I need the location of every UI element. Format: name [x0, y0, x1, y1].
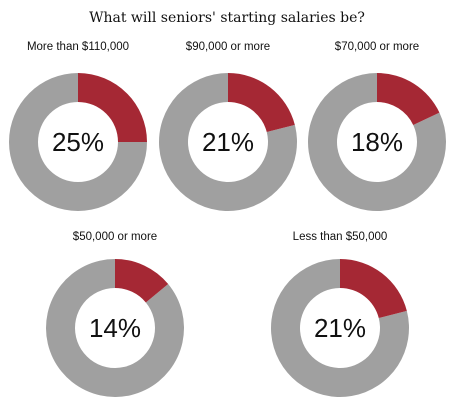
donut-value-arc: [78, 73, 147, 142]
donut-percent-label: 25%: [52, 127, 104, 157]
donut-category-label: More than $110,000: [27, 41, 129, 53]
donut-remainder-arc: [8, 73, 147, 211]
donut-remainder-arc: [308, 73, 447, 211]
donut-2: $90,000 or more 21%: [159, 41, 297, 211]
donut-percent-label: 21%: [314, 313, 366, 343]
donut-remainder-arc: [159, 73, 297, 211]
donut-category-label: $50,000 or more: [73, 231, 157, 243]
donut-value-arc: [340, 259, 407, 319]
donut-percent-label: 21%: [202, 127, 254, 157]
donut-1: More than $110,000 25%: [8, 41, 147, 211]
donut-3: $70,000 or more 18%: [308, 41, 447, 211]
donut-4: $50,000 or more 14%: [46, 231, 185, 397]
donut-percent-label: 14%: [89, 313, 141, 343]
chart-title: What will seniors' starting salaries be?: [89, 10, 365, 26]
donut-category-label: Less than $50,000: [293, 231, 388, 243]
donut-remainder-arc: [46, 259, 185, 397]
donut-category-label: $90,000 or more: [186, 41, 270, 53]
donut-5: Less than $50,000 21%: [271, 231, 410, 397]
donut-value-arc: [115, 259, 169, 303]
donut-value-arc: [228, 73, 295, 133]
donut-value-arc: [377, 73, 440, 125]
donut-remainder-arc: [271, 259, 410, 397]
donut-category-label: $70,000 or more: [335, 41, 419, 53]
donut-percent-label: 18%: [351, 127, 403, 157]
